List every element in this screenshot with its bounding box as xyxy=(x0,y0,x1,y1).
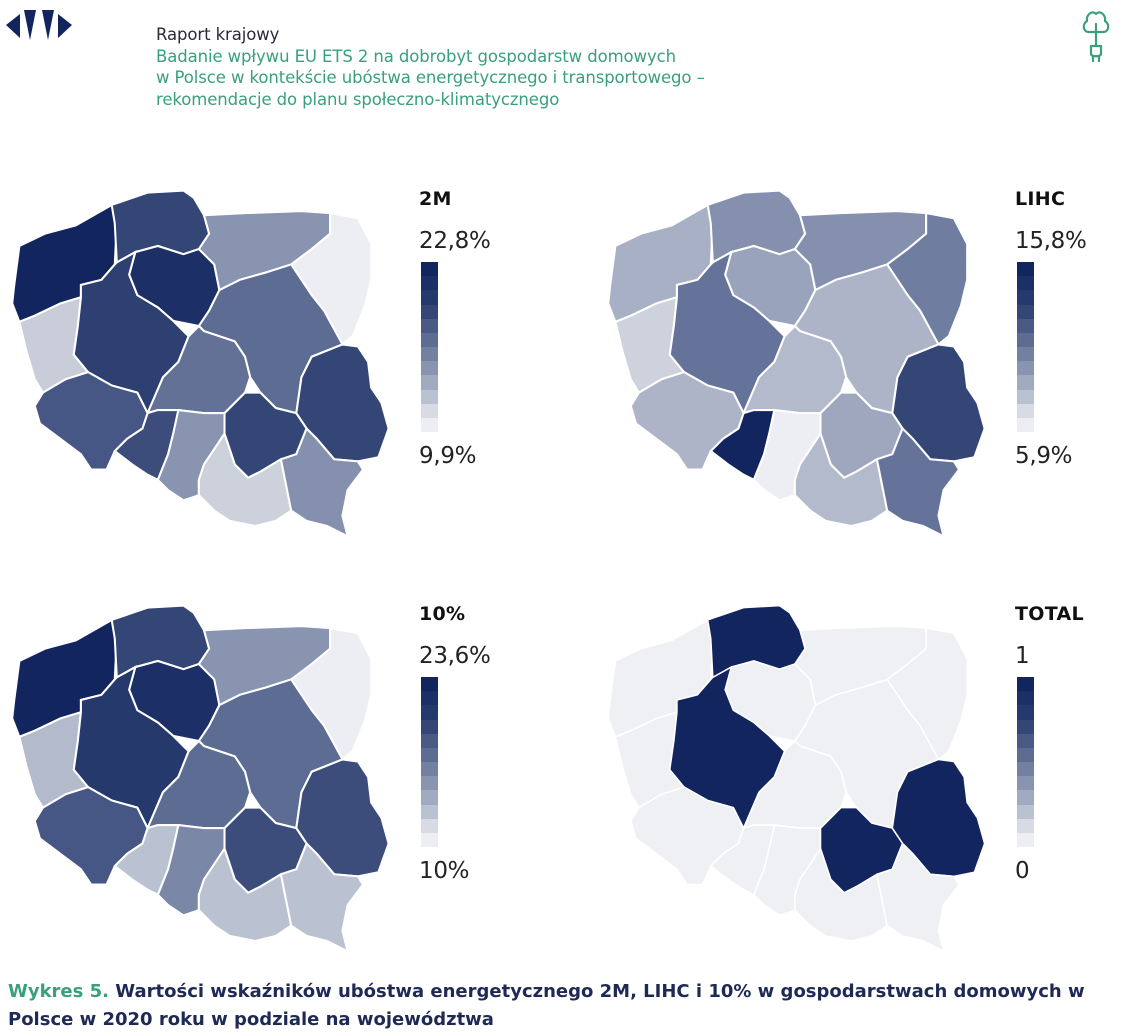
legend-min-label: 10% xyxy=(419,858,470,884)
choropleth-map-total xyxy=(607,604,986,953)
legend-10pct: 10% 23,6% 10% xyxy=(419,603,491,884)
legend-2m: 2M 22,8% 9,9% xyxy=(419,188,491,469)
map-panel-10pct: 10% 23,6% 10% xyxy=(4,597,544,977)
report-subtitle-line: rekomendacje do planu społeczno-klimatyc… xyxy=(156,89,560,109)
legend-title: TOTAL xyxy=(1015,603,1084,625)
legend-lihc: LIHC 15,8% 5,9% xyxy=(1015,188,1087,469)
report-header: Raport krajowy Badanie wpływu EU ETS 2 n… xyxy=(156,24,705,110)
figure-caption: Wykres 5. Wartości wskaźników ubóstwa en… xyxy=(8,978,1130,1034)
report-subtitle-line: w Polsce w kontekście ubóstwa energetycz… xyxy=(156,68,705,87)
legend-title: 2M xyxy=(419,188,452,210)
map-panel-lihc: LIHC 15,8% 5,9% xyxy=(600,182,1130,562)
color-scale-bar xyxy=(421,677,438,848)
map-panel-2m: 2M 22,8% 9,9% xyxy=(4,182,544,562)
w-logo-icon xyxy=(6,10,72,40)
legend-title: 10% xyxy=(419,603,466,625)
caption-label: Wykres 5. xyxy=(8,981,109,1002)
legend-min-label: 9,9% xyxy=(419,443,477,469)
color-scale-bar xyxy=(1017,262,1034,433)
legend-title: LIHC xyxy=(1015,188,1066,210)
color-scale-bar xyxy=(421,262,438,433)
legend-max-label: 23,6% xyxy=(419,643,491,669)
choropleth-map-2m xyxy=(11,189,390,538)
choropleth-map-lihc xyxy=(607,189,986,538)
map-panel-total: TOTAL 1 0 xyxy=(600,597,1130,977)
report-subtitle-line: Badanie wpływu EU ETS 2 na dobrobyt gosp… xyxy=(156,46,676,66)
legend-max-label: 1 xyxy=(1015,643,1030,669)
report-kicker: Raport krajowy xyxy=(156,25,280,44)
choropleth-map-10pct xyxy=(11,604,390,953)
legend-min-label: 5,9% xyxy=(1015,443,1073,469)
legend-total: TOTAL 1 0 xyxy=(1015,603,1084,884)
legend-min-label: 0 xyxy=(1015,858,1030,884)
color-scale-bar xyxy=(1017,677,1034,848)
tree-plug-icon xyxy=(1082,11,1110,62)
legend-max-label: 22,8% xyxy=(419,228,491,254)
legend-max-label: 15,8% xyxy=(1015,228,1087,254)
caption-text: Wartości wskaźników ubóstwa energetyczne… xyxy=(8,981,1085,1030)
